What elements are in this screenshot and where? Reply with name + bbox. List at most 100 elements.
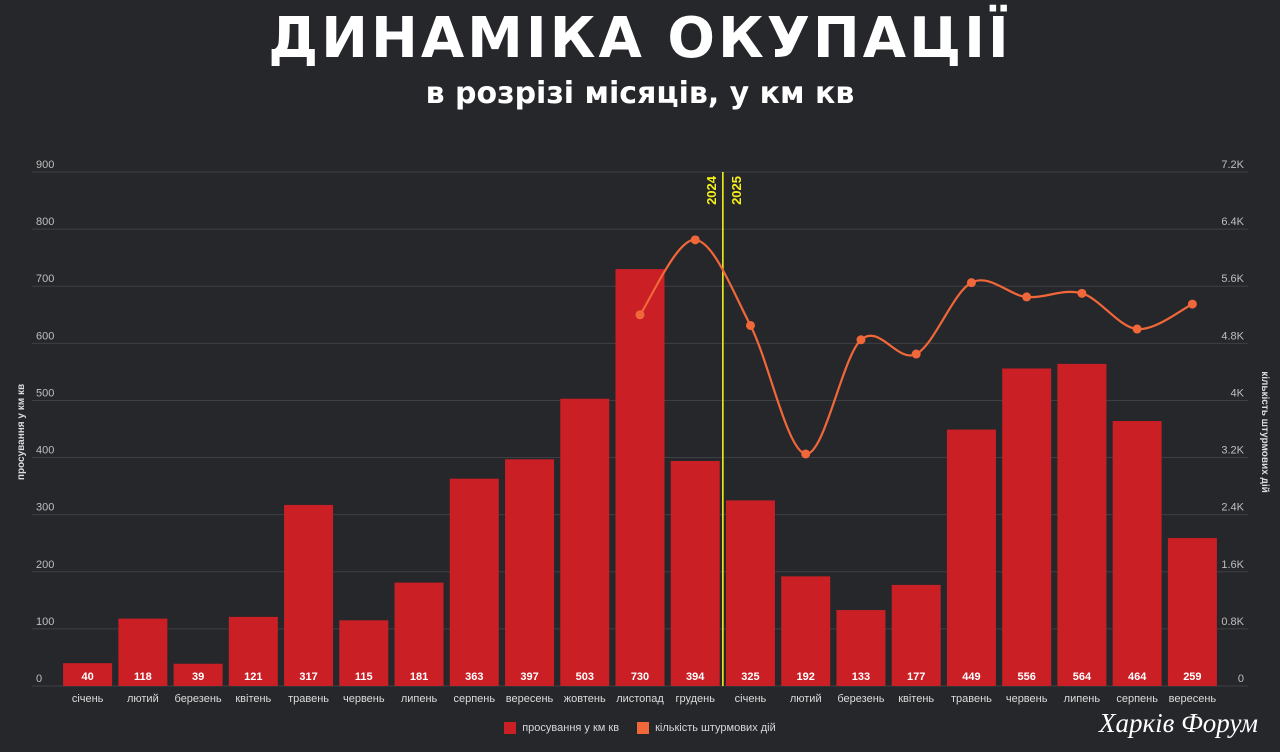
bar xyxy=(781,576,831,686)
bar xyxy=(560,398,610,686)
watermark-text: Харків Форум xyxy=(1099,708,1258,738)
left-tick-label: 900 xyxy=(36,159,54,171)
bar xyxy=(1002,368,1052,686)
x-tick-label: грудень xyxy=(675,693,715,705)
x-tick-label: травень xyxy=(288,693,329,705)
x-axis-labels: січень лютий березень квітень травень червень… xyxy=(72,693,1217,705)
right-tick-label: 3.2K xyxy=(1221,445,1244,457)
x-tick-label: серпень xyxy=(453,693,495,705)
bar-value-label: 556 xyxy=(1017,671,1035,683)
x-tick-label: березень xyxy=(175,693,222,705)
x-tick-label: вересень xyxy=(506,693,554,705)
chart-title: ДИНАМІКА ОКУПАЦІЇ xyxy=(268,6,1012,71)
x-tick-label: березень xyxy=(837,693,884,705)
bar-value-label: 363 xyxy=(465,671,483,683)
x-tick-label: серпень xyxy=(1116,693,1158,705)
line-point xyxy=(1187,299,1197,309)
bar-value-label: 503 xyxy=(576,671,594,683)
bar xyxy=(63,663,113,686)
chart-subtitle: в розрізі місяців, у км кв xyxy=(425,76,855,111)
bar-value-label: 133 xyxy=(852,671,870,683)
right-tick-label: 4.8K xyxy=(1221,330,1244,342)
right-tick-label: 2.4K xyxy=(1221,502,1244,514)
x-tick-label: липень xyxy=(1064,693,1101,705)
bar-value-label: 181 xyxy=(410,671,428,683)
left-tick-label: 100 xyxy=(36,616,54,628)
bar xyxy=(394,582,444,686)
bar xyxy=(1057,363,1107,686)
legend: просування у км кв кількість штурмових д… xyxy=(0,722,1280,734)
bar-value-label: 115 xyxy=(355,671,373,683)
legend-swatch-bars xyxy=(504,722,517,734)
line-point xyxy=(635,310,645,320)
x-tick-label: червень xyxy=(343,693,385,705)
line-point xyxy=(856,335,866,345)
x-tick-label: червень xyxy=(1006,693,1048,705)
bar-value-label: 121 xyxy=(244,671,262,683)
bar-value-label: 325 xyxy=(741,671,759,683)
x-tick-label: травень xyxy=(951,693,992,705)
legend-swatch-line xyxy=(637,722,650,734)
line-series xyxy=(635,235,1197,459)
left-tick-label: 0 xyxy=(36,673,42,685)
line-point xyxy=(911,349,921,359)
line-point xyxy=(690,235,700,245)
bar-value-label: 177 xyxy=(907,671,925,683)
bar xyxy=(339,620,389,686)
x-tick-label: квітень xyxy=(235,693,271,705)
bar-value-label: 317 xyxy=(299,671,317,683)
left-tick-label: 200 xyxy=(36,559,54,571)
line-point xyxy=(745,320,755,330)
left-tick-label: 500 xyxy=(36,387,54,399)
line-point xyxy=(1022,292,1032,302)
line-point xyxy=(1077,288,1087,298)
bar xyxy=(946,429,996,686)
left-tick-label: 300 xyxy=(36,502,54,514)
bar xyxy=(505,459,555,686)
bars-series xyxy=(63,269,1217,686)
bar-value-label: 394 xyxy=(686,671,705,683)
right-tick-label: 0 xyxy=(1238,673,1244,685)
line-point xyxy=(1132,324,1142,334)
bar-value-label: 259 xyxy=(1183,671,1201,683)
year-label-2025: 2025 xyxy=(729,176,744,205)
bar-value-label: 118 xyxy=(134,671,152,683)
x-tick-label: лютий xyxy=(790,693,822,705)
right-tick-label: 0.8K xyxy=(1221,616,1244,628)
bar xyxy=(725,500,775,686)
left-axis-ticks: 0 100 200 300 400 500 600 700 800 900 xyxy=(36,159,54,685)
x-tick-label: липень xyxy=(401,693,438,705)
bar xyxy=(891,584,941,686)
bar xyxy=(449,478,499,686)
right-axis-ticks: 0 0.8K 1.6K 2.4K 3.2K 4K 4.8K 5.6K 6.4K 7.2K xyxy=(1221,159,1244,685)
bar xyxy=(615,269,665,686)
bar xyxy=(118,618,168,686)
bar xyxy=(1112,421,1162,686)
bar-value-label: 397 xyxy=(520,671,538,683)
left-tick-label: 600 xyxy=(36,330,54,342)
right-tick-label: 6.4K xyxy=(1221,216,1244,228)
line-point xyxy=(801,449,811,459)
line-point xyxy=(966,278,976,288)
legend-label-bars: просування у км кв xyxy=(522,722,620,734)
year-label-2024: 2024 xyxy=(704,175,719,205)
left-tick-label: 700 xyxy=(36,273,54,285)
bar-value-label: 449 xyxy=(962,671,980,683)
x-tick-label: вересень xyxy=(1169,693,1217,705)
legend-item-bars: просування у км кв xyxy=(504,722,619,734)
y2-axis-label: кількість штурмових дій xyxy=(1259,371,1270,493)
left-tick-label: 400 xyxy=(36,445,54,457)
x-tick-label: листопад xyxy=(616,693,664,705)
bar-value-label: 40 xyxy=(81,671,93,683)
bar-value-label: 39 xyxy=(192,671,204,683)
bar-value-label: 730 xyxy=(631,671,649,683)
legend-item-line: кількість штурмових дій xyxy=(637,722,776,734)
x-tick-label: квітень xyxy=(898,693,934,705)
legend-label-line: кількість штурмових дій xyxy=(655,722,776,734)
right-tick-label: 1.6K xyxy=(1221,559,1244,571)
year-divider: 2024 2025 xyxy=(704,172,744,686)
x-tick-label: січень xyxy=(72,693,104,705)
right-tick-label: 7.2K xyxy=(1221,159,1244,171)
bar xyxy=(1167,538,1217,686)
